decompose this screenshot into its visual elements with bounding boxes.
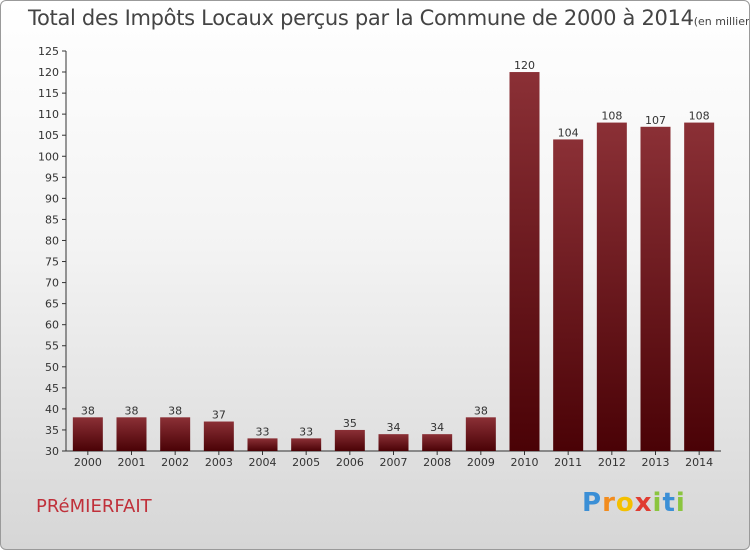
y-tick-label: 95 xyxy=(45,171,59,184)
data-label: 108 xyxy=(601,110,622,123)
logo-letter: t xyxy=(662,488,676,518)
x-tick-label: 2006 xyxy=(336,456,364,469)
logo-letter: r xyxy=(602,488,616,518)
bar xyxy=(291,438,322,451)
chart-title: Total des Impôts Locaux perçus par la Co… xyxy=(28,6,750,30)
logo-letter: i xyxy=(652,488,663,518)
bar xyxy=(160,417,191,451)
x-tick-label: 2008 xyxy=(423,456,451,469)
bar xyxy=(72,417,103,451)
x-tick-label: 2010 xyxy=(511,456,539,469)
y-tick-label: 30 xyxy=(45,445,59,458)
x-tick-label: 2009 xyxy=(467,456,495,469)
y-tick-label: 105 xyxy=(38,129,59,142)
x-tick-label: 2011 xyxy=(554,456,582,469)
data-label: 107 xyxy=(645,114,666,127)
data-label: 34 xyxy=(387,421,401,434)
y-tick-label: 90 xyxy=(45,192,59,205)
chart-title-unit: (en milliers d'€) xyxy=(693,15,750,28)
chart-title-text: Total des Impôts Locaux perçus par la Co… xyxy=(28,6,694,30)
bar xyxy=(247,438,278,451)
x-tick-label: 2001 xyxy=(118,456,146,469)
y-tick-label: 110 xyxy=(38,108,59,121)
bar xyxy=(334,429,365,451)
x-tick-label: 2014 xyxy=(685,456,713,469)
y-tick-label: 85 xyxy=(45,213,59,226)
y-tick-label: 75 xyxy=(45,256,59,269)
bar xyxy=(684,122,715,451)
y-tick-label: 40 xyxy=(45,403,59,416)
y-tick-label: 35 xyxy=(45,424,59,437)
bar xyxy=(509,72,540,451)
x-tick-label: 2012 xyxy=(598,456,626,469)
y-tick-label: 100 xyxy=(38,150,59,163)
x-tick-label: 2004 xyxy=(249,456,277,469)
y-tick-label: 65 xyxy=(45,298,59,311)
proxiti-logo: Proxiti xyxy=(582,488,686,518)
y-tick-label: 125 xyxy=(38,45,59,58)
logo-letter: P xyxy=(582,488,603,518)
bar xyxy=(640,126,671,451)
data-label: 104 xyxy=(558,126,579,139)
bar xyxy=(553,139,584,451)
data-label: 120 xyxy=(514,59,535,72)
x-tick-label: 2013 xyxy=(642,456,670,469)
logo-letter: i xyxy=(675,488,686,518)
data-label: 34 xyxy=(430,421,444,434)
data-label: 37 xyxy=(212,409,226,422)
y-tick-label: 50 xyxy=(45,361,59,374)
x-tick-label: 2003 xyxy=(205,456,233,469)
bar xyxy=(596,122,627,451)
y-tick-label: 115 xyxy=(38,87,59,100)
x-tick-label: 2000 xyxy=(74,456,102,469)
y-tick-label: 70 xyxy=(45,277,59,290)
bar xyxy=(465,417,496,451)
x-tick-label: 2005 xyxy=(292,456,320,469)
data-label: 33 xyxy=(256,425,270,438)
logo-letter: x xyxy=(634,488,653,518)
data-label: 38 xyxy=(474,404,488,417)
bar xyxy=(203,421,234,451)
bar xyxy=(116,417,147,451)
y-tick-label: 60 xyxy=(45,319,59,332)
y-tick-label: 55 xyxy=(45,340,59,353)
y-tick-label: 80 xyxy=(45,234,59,247)
logo-letter: o xyxy=(615,488,635,518)
bar xyxy=(422,434,453,451)
data-label: 38 xyxy=(168,404,182,417)
data-label: 33 xyxy=(299,425,313,438)
y-tick-label: 120 xyxy=(38,66,59,79)
data-label: 108 xyxy=(689,110,710,123)
data-label: 35 xyxy=(343,417,357,430)
x-tick-label: 2002 xyxy=(161,456,189,469)
bar xyxy=(378,434,409,451)
commune-name: PRéMIERFAIT xyxy=(36,496,152,517)
y-tick-label: 45 xyxy=(45,382,59,395)
data-label: 38 xyxy=(81,404,95,417)
x-tick-label: 2007 xyxy=(380,456,408,469)
data-label: 38 xyxy=(125,404,139,417)
